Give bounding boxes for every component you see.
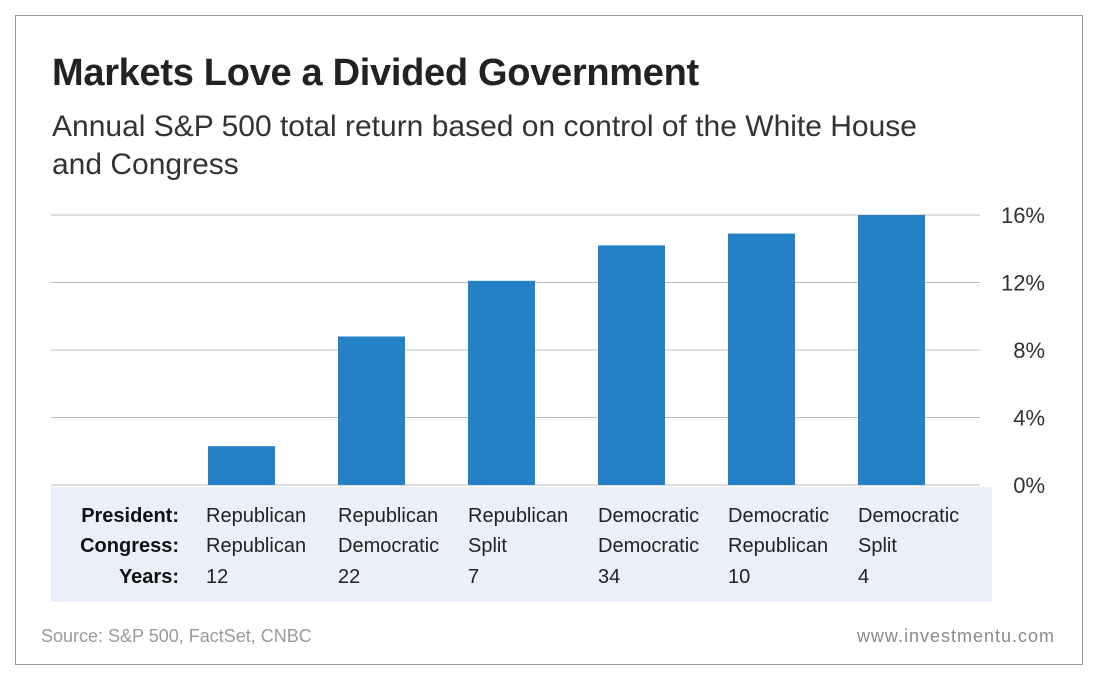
y-tick-label: 8% [1013, 338, 1045, 363]
president-cell: Democratic [858, 505, 960, 527]
y-tick-label: 12% [1001, 271, 1045, 296]
bar [858, 215, 925, 485]
congress-cell: Democratic [338, 535, 440, 557]
site-credit: www.investmentu.com [856, 626, 1055, 646]
years-cell: 7 [468, 566, 480, 588]
chart-subtitle: Annual S&P 500 total return based on con… [52, 110, 917, 181]
congress-row: Congress: Republican Democratic Split De… [51, 532, 992, 560]
bar [208, 446, 275, 485]
bar [598, 245, 665, 485]
congress-cell: Democratic [598, 535, 700, 557]
congress-cell: Split [468, 535, 507, 557]
years-cell: 22 [338, 566, 361, 588]
president-cell: Republican [468, 505, 569, 527]
y-tick-label: 4% [1013, 406, 1045, 431]
years-cell: 12 [206, 566, 229, 588]
bar [338, 336, 405, 485]
bar [468, 280, 535, 485]
president-cell: Republican [338, 505, 439, 527]
congress-cell: Republican [728, 535, 829, 557]
years-cell: 10 [728, 566, 751, 588]
congress-cell: Split [858, 535, 897, 557]
years-label: Years: [118, 566, 179, 588]
source-note: Source: S&P 500, FactSet, CNBC [41, 626, 312, 646]
years-row: Years: 12 22 7 34 10 4 [51, 563, 992, 591]
y-tick-label: 0% [1013, 473, 1045, 498]
congress-cell: Republican [206, 535, 307, 557]
bar [728, 233, 795, 485]
president-cell: Republican [206, 505, 307, 527]
president-cell: Democratic [728, 505, 830, 527]
president-label: President: [81, 505, 179, 527]
congress-label: Congress: [80, 535, 179, 557]
president-row: President: Republican Republican Republi… [51, 502, 992, 530]
party-control-table: President: Republican Republican Republi… [51, 487, 992, 602]
chart-title: Markets Love a Divided Government [52, 52, 699, 94]
y-tick-label: 16% [1001, 203, 1045, 228]
years-cell: 4 [858, 566, 870, 588]
president-cell: Democratic [598, 505, 700, 527]
years-cell: 34 [598, 566, 621, 588]
